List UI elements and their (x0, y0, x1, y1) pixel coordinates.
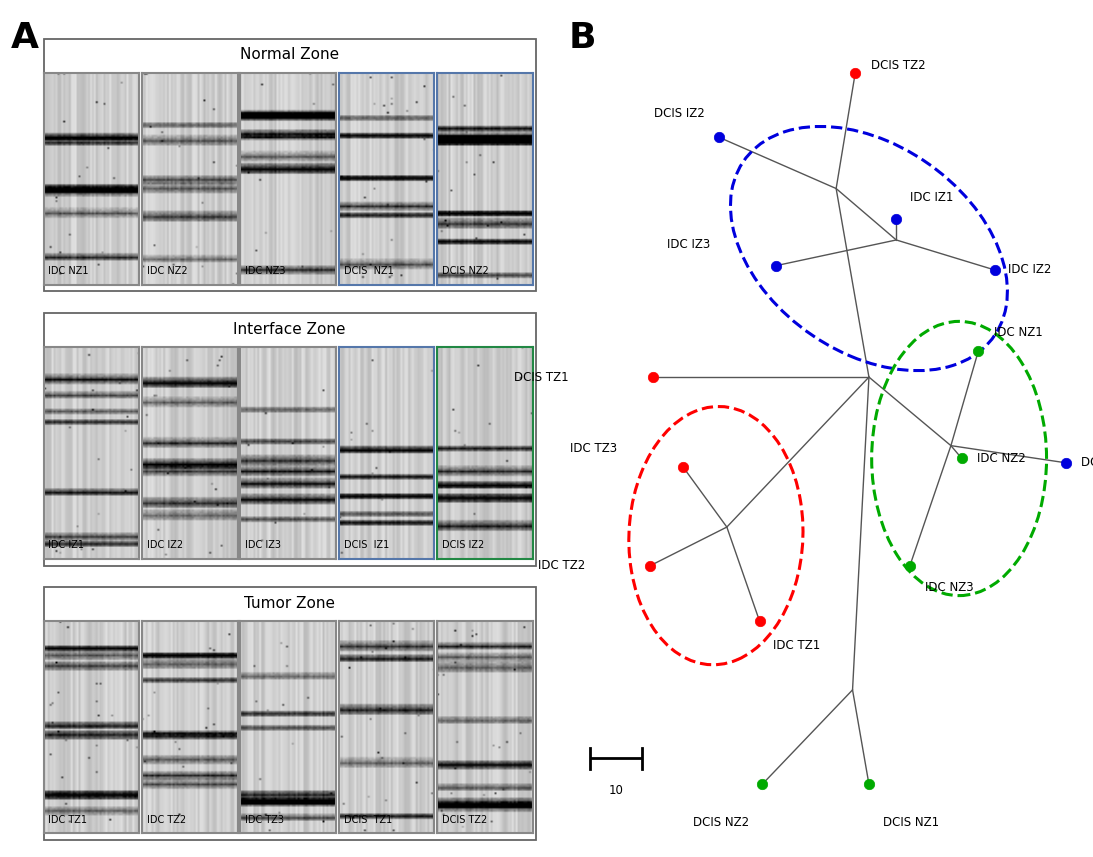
Text: IDC IZ1: IDC IZ1 (909, 190, 953, 204)
Text: IDC TZ3: IDC TZ3 (571, 441, 618, 455)
Text: IDC IZ3: IDC IZ3 (245, 540, 281, 550)
Text: 10: 10 (609, 784, 624, 797)
Text: IDC TZ2: IDC TZ2 (146, 814, 186, 824)
Text: IDC NZ3: IDC NZ3 (925, 580, 974, 594)
Text: DCIS  TZ1: DCIS TZ1 (343, 814, 392, 824)
Text: IDC NZ2: IDC NZ2 (977, 452, 1026, 465)
Text: IDC NZ2: IDC NZ2 (146, 266, 188, 276)
Text: IDC IZ3: IDC IZ3 (667, 237, 710, 251)
Bar (44, 313, 536, 566)
Text: DCIS  IZ1: DCIS IZ1 (343, 540, 389, 550)
Text: B: B (568, 21, 596, 56)
Text: IDC TZ2: IDC TZ2 (538, 559, 585, 572)
Text: DCIS TZ1: DCIS TZ1 (514, 370, 568, 384)
Text: IDC NZ3: IDC NZ3 (245, 266, 285, 276)
Text: Normal Zone: Normal Zone (240, 47, 339, 63)
Text: IDC IZ2: IDC IZ2 (1009, 263, 1051, 277)
Text: IDC IZ2: IDC IZ2 (146, 540, 183, 550)
Text: DCIS NZ2: DCIS NZ2 (442, 266, 489, 276)
Bar (44, 39, 536, 291)
Text: IDC TZ1: IDC TZ1 (48, 814, 87, 824)
Text: A: A (11, 21, 39, 56)
Bar (44, 587, 536, 840)
Text: DCIS IZ2: DCIS IZ2 (655, 106, 705, 120)
Text: DCIS IZ1: DCIS IZ1 (1081, 456, 1093, 470)
Text: IDC TZ1: IDC TZ1 (774, 638, 821, 652)
Text: DCIS TZ2: DCIS TZ2 (442, 814, 487, 824)
Text: DCIS IZ2: DCIS IZ2 (442, 540, 484, 550)
Text: Tumor Zone: Tumor Zone (244, 596, 336, 611)
Text: DCIS NZ1: DCIS NZ1 (883, 816, 939, 830)
Text: IDC IZ1: IDC IZ1 (48, 540, 84, 550)
Text: IDC NZ1: IDC NZ1 (48, 266, 89, 276)
Text: IDC NZ1: IDC NZ1 (994, 326, 1043, 339)
Text: IDC TZ3: IDC TZ3 (245, 814, 284, 824)
Text: DCIS TZ2: DCIS TZ2 (870, 59, 925, 73)
Text: Interface Zone: Interface Zone (234, 321, 345, 337)
Text: DCIS NZ2: DCIS NZ2 (693, 816, 749, 830)
Text: DCIS  NZ1: DCIS NZ1 (343, 266, 393, 276)
